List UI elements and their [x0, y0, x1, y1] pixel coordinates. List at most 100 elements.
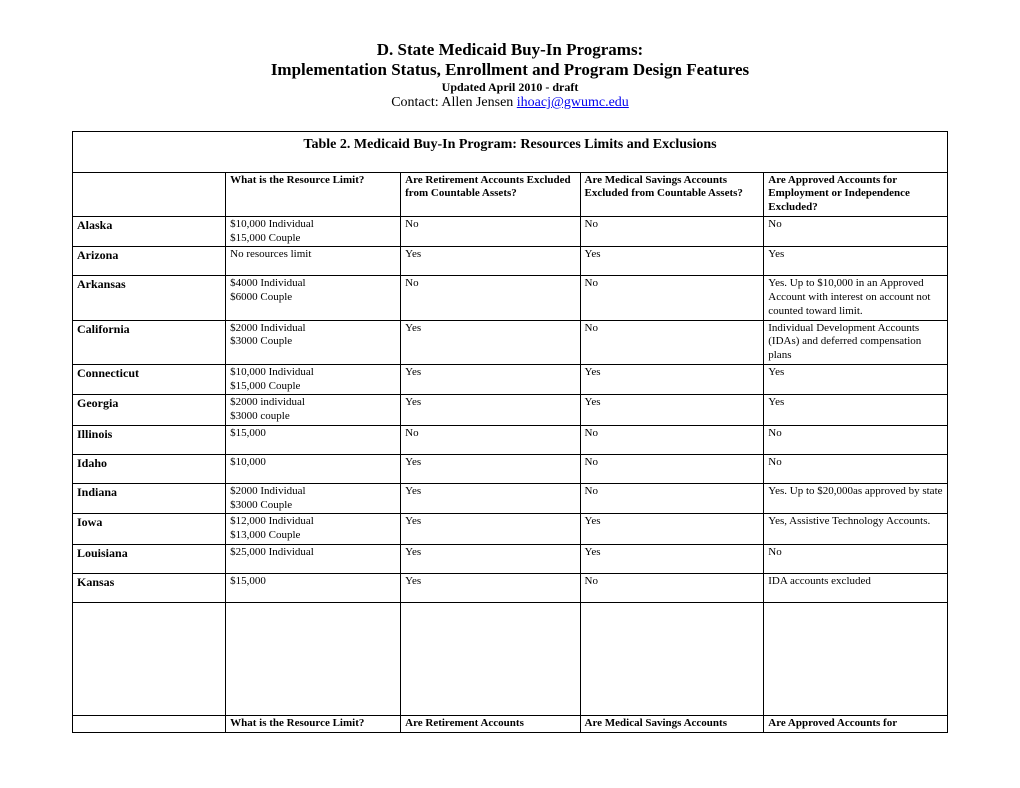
approved-accounts-cell: Yes	[764, 364, 948, 395]
medical-savings-cell: Yes	[580, 544, 764, 573]
footer-column-header-4: Are Approved Accounts for	[764, 715, 948, 732]
table-row: Idaho$10,000YesNoNo	[73, 454, 948, 483]
table-caption: Table 2. Medicaid Buy-In Program: Resour…	[73, 132, 948, 173]
medical-savings-cell: Yes	[580, 514, 764, 545]
medical-savings-cell: Yes	[580, 247, 764, 276]
approved-accounts-cell: Individual Development Accounts (IDAs) a…	[764, 320, 948, 364]
resource-limit-cell: $10,000 Individual$15,000 Couple	[226, 216, 401, 247]
retirement-cell: Yes	[401, 544, 580, 573]
resource-limit-cell: No resources limit	[226, 247, 401, 276]
spacer-cell	[226, 602, 401, 715]
retirement-cell: Yes	[401, 514, 580, 545]
resource-limit-cell: $10,000	[226, 454, 401, 483]
state-cell: Illinois	[73, 425, 226, 454]
resource-limit-cell: $2000 Individual$3000 Couple	[226, 483, 401, 514]
medical-savings-cell: No	[580, 320, 764, 364]
state-cell: California	[73, 320, 226, 364]
retirement-cell: No	[401, 425, 580, 454]
footer-column-header-0	[73, 715, 226, 732]
table-footer-header-row: What is the Resource Limit?Are Retiremen…	[73, 715, 948, 732]
title-line-1: D. State Medicaid Buy-In Programs:	[72, 40, 948, 60]
document-header: D. State Medicaid Buy-In Programs: Imple…	[72, 40, 948, 111]
approved-accounts-cell: No	[764, 216, 948, 247]
retirement-cell: Yes	[401, 454, 580, 483]
retirement-cell: Yes	[401, 573, 580, 602]
approved-accounts-cell: Yes, Assistive Technology Accounts.	[764, 514, 948, 545]
footer-column-header-2: Are Retirement Accounts	[401, 715, 580, 732]
medical-savings-cell: No	[580, 454, 764, 483]
spacer-cell	[401, 602, 580, 715]
spacer-cell	[764, 602, 948, 715]
retirement-cell: Yes	[401, 395, 580, 426]
table-row: California$2000 Individual$3000 CoupleYe…	[73, 320, 948, 364]
resource-limit-cell: $2000 individual$3000 couple	[226, 395, 401, 426]
table-row: Alaska$10,000 Individual$15,000 CoupleNo…	[73, 216, 948, 247]
column-header-0	[73, 172, 226, 216]
medical-savings-cell: No	[580, 425, 764, 454]
approved-accounts-cell: No	[764, 454, 948, 483]
approved-accounts-cell: No	[764, 544, 948, 573]
updated-line: Updated April 2010 - draft	[72, 80, 948, 95]
table-row: Iowa$12,000 Individual$13,000 CoupleYesY…	[73, 514, 948, 545]
resources-table: Table 2. Medicaid Buy-In Program: Resour…	[72, 131, 948, 733]
medical-savings-cell: No	[580, 276, 764, 320]
state-cell: Iowa	[73, 514, 226, 545]
table-header-row: What is the Resource Limit?Are Retiremen…	[73, 172, 948, 216]
table-title-row: Table 2. Medicaid Buy-In Program: Resour…	[73, 132, 948, 173]
resource-limit-cell: $12,000 Individual$13,000 Couple	[226, 514, 401, 545]
approved-accounts-cell: No	[764, 425, 948, 454]
state-cell: Connecticut	[73, 364, 226, 395]
table-row: Arkansas$4000 Individual$6000 CoupleNoNo…	[73, 276, 948, 320]
resource-limit-cell: $2000 Individual$3000 Couple	[226, 320, 401, 364]
retirement-cell: Yes	[401, 320, 580, 364]
contact-email-link[interactable]: ihoacj@gwumc.edu	[517, 95, 629, 110]
medical-savings-cell: Yes	[580, 395, 764, 426]
resource-limit-cell: $10,000 Individual$15,000 Couple	[226, 364, 401, 395]
state-cell: Indiana	[73, 483, 226, 514]
table-row: Louisiana$25,000 IndividualYesYesNo	[73, 544, 948, 573]
approved-accounts-cell: Yes. Up to $20,000as approved by state	[764, 483, 948, 514]
resource-limit-cell: $4000 Individual$6000 Couple	[226, 276, 401, 320]
medical-savings-cell: No	[580, 216, 764, 247]
state-cell: Arizona	[73, 247, 226, 276]
retirement-cell: No	[401, 276, 580, 320]
column-header-2: Are Retirement Accounts Excluded from Co…	[401, 172, 580, 216]
contact-line: Contact: Allen Jensen ihoacj@gwumc.edu	[72, 95, 948, 111]
medical-savings-cell: Yes	[580, 364, 764, 395]
state-cell: Arkansas	[73, 276, 226, 320]
column-header-3: Are Medical Savings Accounts Excluded fr…	[580, 172, 764, 216]
table-row: Connecticut$10,000 Individual$15,000 Cou…	[73, 364, 948, 395]
approved-accounts-cell: IDA accounts excluded	[764, 573, 948, 602]
footer-column-header-1: What is the Resource Limit?	[226, 715, 401, 732]
approved-accounts-cell: Yes. Up to $10,000 in an Approved Accoun…	[764, 276, 948, 320]
retirement-cell: Yes	[401, 247, 580, 276]
contact-prefix: Contact: Allen Jensen	[391, 95, 517, 110]
medical-savings-cell: No	[580, 573, 764, 602]
table-row: Kansas$15,000YesNoIDA accounts excluded	[73, 573, 948, 602]
approved-accounts-cell: Yes	[764, 395, 948, 426]
table-row: ArizonaNo resources limitYesYesYes	[73, 247, 948, 276]
medical-savings-cell: No	[580, 483, 764, 514]
state-cell: Alaska	[73, 216, 226, 247]
resource-limit-cell: $25,000 Individual	[226, 544, 401, 573]
retirement-cell: No	[401, 216, 580, 247]
column-header-4: Are Approved Accounts for Employment or …	[764, 172, 948, 216]
table-spacer-row	[73, 602, 948, 715]
resource-limit-cell: $15,000	[226, 425, 401, 454]
table-row: Illinois$15,000NoNoNo	[73, 425, 948, 454]
footer-column-header-3: Are Medical Savings Accounts	[580, 715, 764, 732]
state-cell: Idaho	[73, 454, 226, 483]
state-cell: Georgia	[73, 395, 226, 426]
column-header-1: What is the Resource Limit?	[226, 172, 401, 216]
spacer-cell	[580, 602, 764, 715]
resource-limit-cell: $15,000	[226, 573, 401, 602]
retirement-cell: Yes	[401, 483, 580, 514]
title-line-2: Implementation Status, Enrollment and Pr…	[72, 60, 948, 80]
state-cell: Louisiana	[73, 544, 226, 573]
approved-accounts-cell: Yes	[764, 247, 948, 276]
state-cell: Kansas	[73, 573, 226, 602]
table-row: Georgia$2000 individual$3000 coupleYesYe…	[73, 395, 948, 426]
retirement-cell: Yes	[401, 364, 580, 395]
spacer-cell	[73, 602, 226, 715]
table-row: Indiana$2000 Individual$3000 CoupleYesNo…	[73, 483, 948, 514]
